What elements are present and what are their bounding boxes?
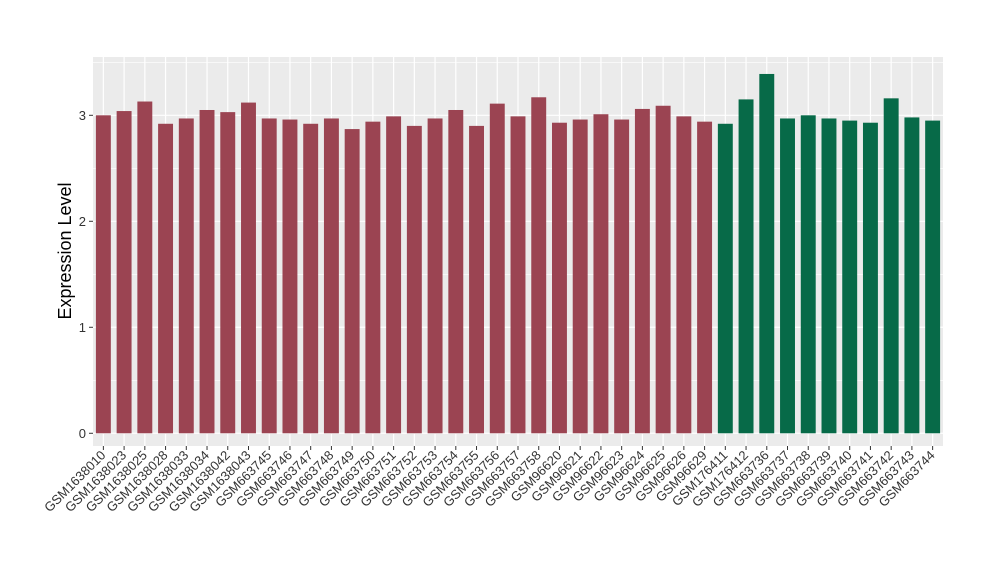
bar bbox=[531, 97, 547, 434]
bar bbox=[904, 117, 920, 434]
bars bbox=[95, 73, 941, 434]
bar bbox=[800, 115, 816, 434]
bar bbox=[469, 125, 484, 434]
bar bbox=[282, 119, 298, 434]
bar bbox=[489, 103, 505, 434]
bar bbox=[697, 121, 713, 434]
bar bbox=[572, 119, 588, 434]
y-tick-label: 2 bbox=[79, 214, 86, 229]
bar bbox=[448, 109, 464, 434]
bar bbox=[759, 73, 775, 434]
bar bbox=[925, 120, 941, 434]
bar bbox=[717, 123, 733, 434]
bar bbox=[261, 118, 277, 434]
bar bbox=[883, 98, 899, 434]
bar bbox=[303, 123, 319, 434]
bar bbox=[634, 108, 650, 434]
bar bbox=[552, 122, 567, 434]
bar bbox=[676, 116, 692, 434]
bar bbox=[116, 111, 132, 434]
bar bbox=[842, 120, 858, 434]
x-axis: GSM1638010GSM1638023GSM1638025GSM1638028… bbox=[41, 446, 938, 515]
bar bbox=[655, 105, 671, 434]
bar bbox=[158, 123, 174, 434]
bar bbox=[780, 118, 795, 434]
bar bbox=[178, 118, 194, 434]
bar bbox=[220, 112, 236, 434]
bar bbox=[821, 118, 837, 434]
bar bbox=[323, 118, 339, 434]
bar bbox=[510, 116, 526, 434]
bar bbox=[738, 99, 754, 434]
y-tick-label: 3 bbox=[79, 108, 86, 123]
bar bbox=[344, 129, 360, 434]
bar bbox=[427, 118, 443, 434]
bar bbox=[365, 121, 381, 434]
bar bbox=[862, 122, 878, 434]
bar bbox=[95, 115, 111, 434]
y-axis-title: Expression Level bbox=[55, 182, 75, 319]
bar bbox=[386, 116, 402, 434]
bar bbox=[241, 102, 256, 434]
bar bbox=[137, 101, 153, 434]
bar bbox=[199, 109, 215, 434]
bar bbox=[614, 119, 630, 434]
y-axis: 0 1 2 3 bbox=[79, 108, 93, 441]
y-tick-label: 1 bbox=[79, 320, 86, 335]
bar bbox=[593, 114, 609, 434]
bar bbox=[406, 125, 422, 434]
y-tick-label: 0 bbox=[79, 426, 86, 441]
